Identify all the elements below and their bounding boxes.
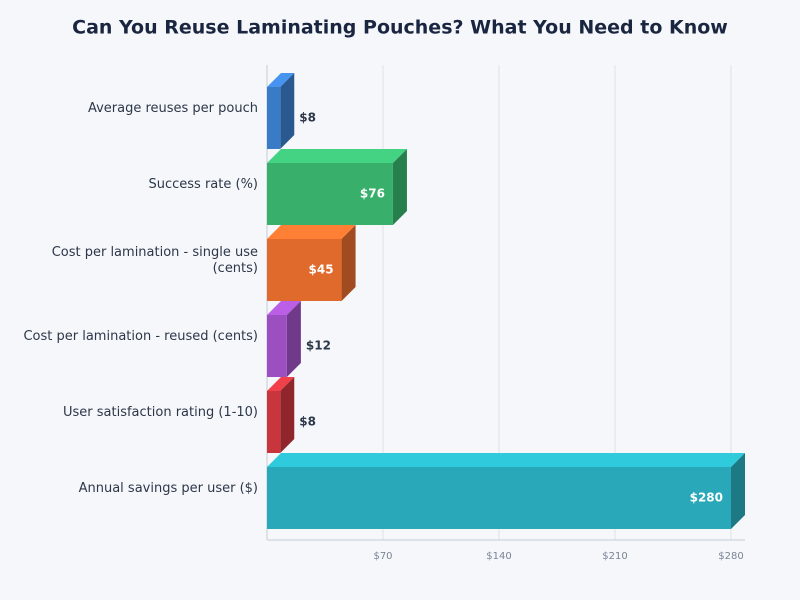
- y-tick-label: Annual savings per user ($): [78, 481, 258, 496]
- value-label: $8: [299, 415, 316, 429]
- bar: [267, 163, 393, 225]
- bar-top: [267, 225, 356, 239]
- bar-top: [267, 377, 295, 391]
- value-label: $8: [299, 111, 316, 125]
- y-tick-label: Cost per lamination - reused (cents): [23, 329, 258, 344]
- x-tick-label: $140: [486, 551, 511, 562]
- bar: [267, 391, 281, 453]
- y-tick-label: Average reuses per pouch: [87, 101, 258, 116]
- bar-side: [280, 377, 295, 453]
- y-tick-label: User satisfaction rating (1-10): [63, 405, 258, 420]
- chart-title: Can You Reuse Laminating Pouches? What Y…: [72, 17, 728, 39]
- x-tick-label: $280: [718, 551, 743, 562]
- bar-top: [267, 453, 745, 467]
- value-label: $12: [306, 339, 331, 353]
- value-label: $76: [360, 187, 385, 201]
- value-label: $45: [309, 263, 334, 277]
- y-tick-label: Cost per lamination - single use (cents): [51, 245, 258, 276]
- bar-top: [267, 73, 295, 87]
- bar-side: [392, 149, 407, 225]
- bar: [267, 315, 287, 377]
- bar: [267, 87, 281, 149]
- x-tick-label: $210: [602, 551, 627, 562]
- bar: [267, 467, 731, 529]
- bar-side: [286, 301, 301, 377]
- bar-top: [267, 301, 301, 315]
- bar-top: [267, 149, 407, 163]
- bar: [267, 239, 342, 301]
- y-tick-label: Success rate (%): [148, 177, 259, 192]
- bar-side: [341, 225, 356, 301]
- x-tick-label: $70: [373, 551, 392, 562]
- bar-side: [280, 73, 295, 149]
- bar-side: [731, 453, 745, 529]
- value-label: $280: [690, 491, 723, 505]
